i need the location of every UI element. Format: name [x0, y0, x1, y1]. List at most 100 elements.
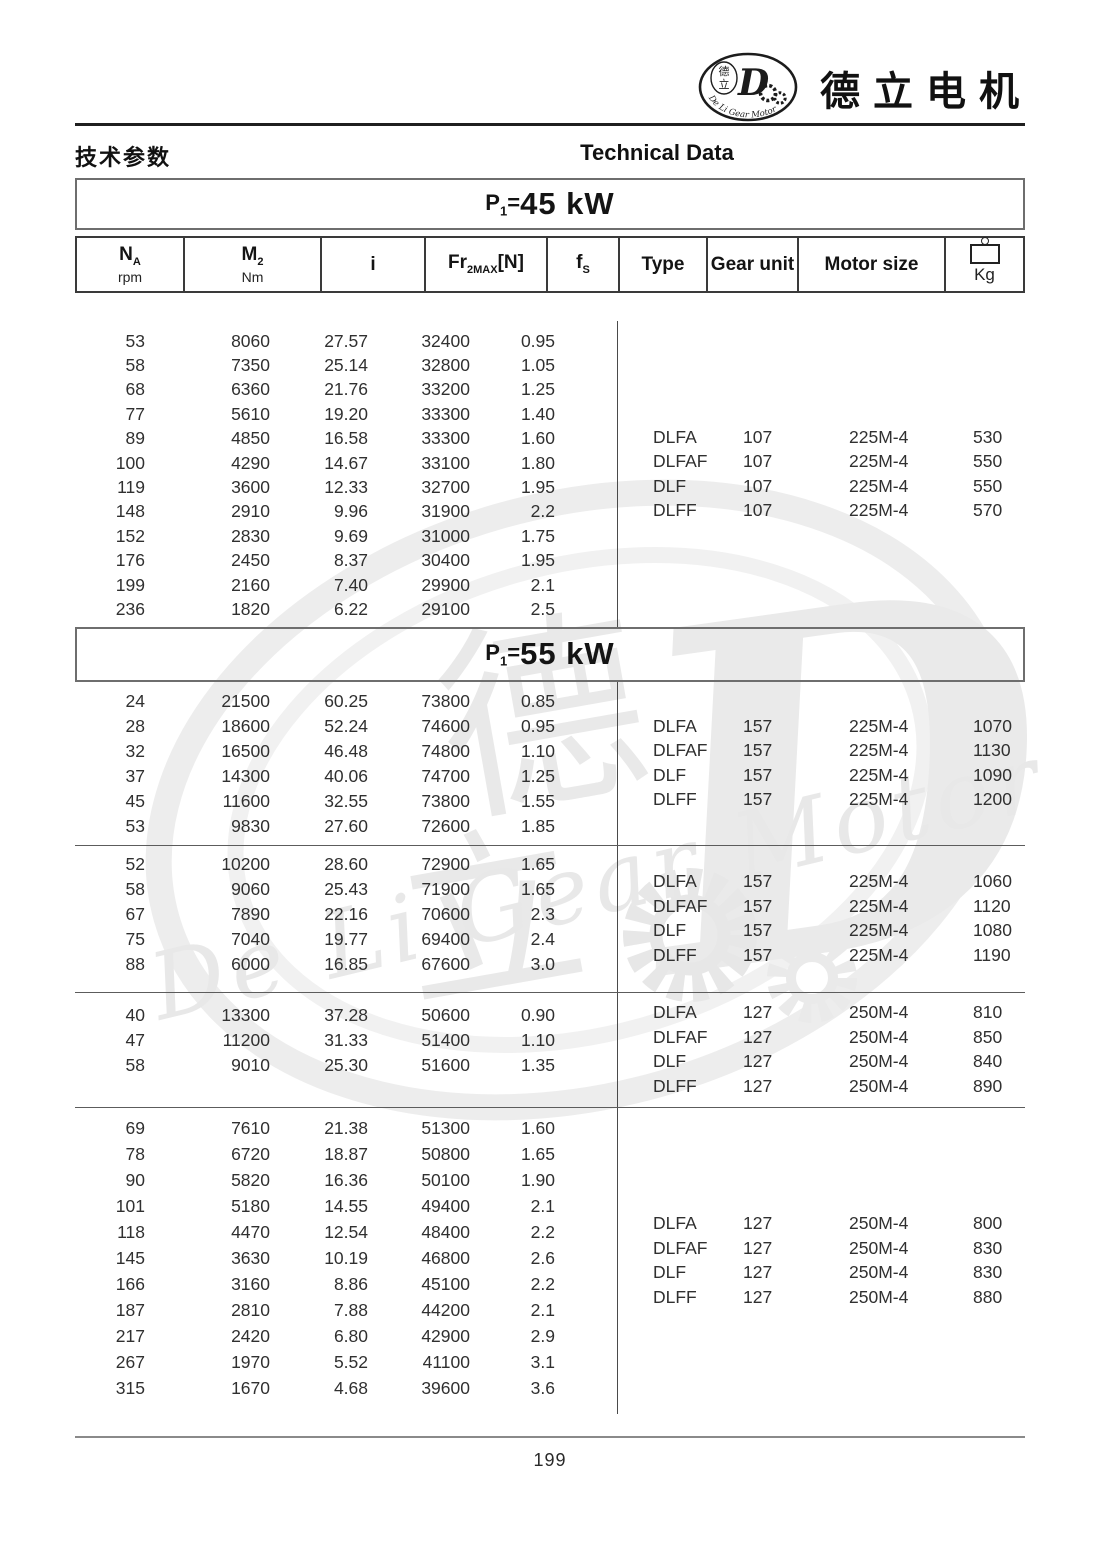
- cell-gear: 107: [743, 451, 773, 472]
- data-block: 53 8060 27.57 32400 0.95 58 7350 25.14 32800 1.05…: [75, 321, 1025, 627]
- cell-type: DLFF: [653, 944, 697, 965]
- cell-i: 9.69: [333, 525, 368, 546]
- cell-type: DLFA: [653, 871, 697, 892]
- cell-i: 60.25: [324, 690, 368, 711]
- variant-row: DLFAF 127 250M-4 830: [618, 1236, 1025, 1261]
- cell-fr: 33300: [421, 428, 470, 449]
- cell-i: 8.86: [333, 1274, 368, 1295]
- table-row: 53 8060 27.57 32400 0.95: [75, 329, 617, 353]
- table-row: 53 9830 27.60 72600 1.85: [75, 814, 617, 839]
- cell-fr: 72600: [421, 815, 470, 836]
- cell-type: DLFA: [653, 426, 697, 447]
- data-block: 69 7610 21.38 51300 1.60 78 6720 18.87 50800 1.65…: [75, 1106, 1025, 1414]
- cell-fr: 33200: [421, 379, 470, 400]
- cell-i: 14.55: [324, 1196, 368, 1217]
- cell-m2: 4850: [231, 428, 270, 449]
- cell-motor: 250M-4: [849, 1213, 909, 1234]
- footer-rule: [75, 1435, 1025, 1439]
- cell-m2: 7890: [231, 903, 270, 924]
- cell-fr: 69400: [421, 928, 470, 949]
- cell-fr: 51400: [421, 1029, 470, 1050]
- table-row: 315 1670 4.68 39600 3.6: [75, 1376, 617, 1402]
- cell-m2: 3600: [231, 477, 270, 498]
- cell-na: 166: [115, 1274, 145, 1295]
- table-row: 166 3160 8.86 45100 2.2: [75, 1272, 617, 1298]
- cell-na: 148: [115, 501, 145, 522]
- cell-fr: 71900: [421, 878, 470, 899]
- table-row: 88 6000 16.85 67600 3.0: [75, 952, 617, 977]
- variant-row: DLFF 107 225M-4 570: [618, 498, 1025, 523]
- cell-fr: 45100: [421, 1274, 470, 1295]
- cell-m2: 14300: [221, 765, 270, 786]
- cell-motor: 225M-4: [849, 740, 909, 761]
- variant-row: DLF 107 225M-4 550: [618, 474, 1025, 499]
- variant-row: DLFF 127 250M-4 880: [618, 1285, 1025, 1310]
- cell-m2: 4470: [231, 1222, 270, 1243]
- brand-logo-icon: 德 立 D De Li Gear Motor: [698, 52, 798, 122]
- cell-motor: 250M-4: [849, 1026, 909, 1047]
- cell-fr: 39600: [421, 1378, 470, 1399]
- col-header-motor-size: Motor size: [797, 238, 944, 291]
- cell-fr: 33300: [421, 403, 470, 424]
- section-title-55kw: P1= 55 kW: [75, 626, 1025, 682]
- cell-kg: 1190: [973, 944, 1011, 965]
- cell-na: 152: [115, 525, 145, 546]
- cell-fs: 1.65: [520, 1144, 555, 1165]
- cell-m2: 7040: [231, 928, 270, 949]
- cell-kg: 830: [973, 1262, 1003, 1283]
- cell-fs: 1.40: [520, 403, 555, 424]
- cell-kg: 1090: [973, 764, 1012, 785]
- cell-fr: 44200: [421, 1300, 470, 1321]
- variant-row: DLFAF 157 225M-4 1130: [618, 739, 1025, 764]
- variant-row: DLFAF 127 250M-4 850: [618, 1025, 1025, 1050]
- cell-i: 37.28: [324, 1004, 368, 1025]
- cell-type: DLFAF: [653, 451, 708, 472]
- cell-fr: 72900: [421, 853, 470, 874]
- cell-i: 21.76: [324, 379, 368, 400]
- cell-fs: 1.85: [520, 815, 555, 836]
- cell-i: 27.60: [324, 815, 368, 836]
- table-row: 89 4850 16.58 33300 1.60: [75, 427, 617, 451]
- cell-fs: 0.85: [520, 690, 555, 711]
- cell-na: 176: [115, 550, 145, 571]
- cell-fr: 50100: [421, 1170, 470, 1191]
- cell-na: 28: [125, 715, 145, 736]
- cell-motor: 225M-4: [849, 451, 909, 472]
- cell-m2: 6000: [231, 953, 270, 974]
- cell-motor: 225M-4: [849, 944, 909, 965]
- cell-fs: 2.1: [530, 1300, 555, 1321]
- cell-gear: 157: [743, 764, 773, 785]
- cell-kg: 550: [973, 475, 1003, 496]
- cell-kg: 810: [973, 1002, 1003, 1023]
- cell-fs: 1.80: [520, 452, 555, 473]
- cell-m2: 5610: [231, 403, 270, 424]
- cell-fs: 2.9: [530, 1326, 555, 1347]
- cell-fs: 3.6: [530, 1378, 555, 1399]
- table-row: 52 10200 28.60 72900 1.65: [75, 852, 617, 877]
- cell-i: 16.85: [324, 953, 368, 974]
- cell-na: 77: [125, 403, 145, 424]
- cell-m2: 2420: [231, 1326, 270, 1347]
- cell-kg: 1060: [973, 871, 1012, 892]
- cell-i: 5.52: [333, 1352, 368, 1373]
- cell-fs: 1.10: [520, 1029, 555, 1050]
- header-rule: [75, 123, 1025, 126]
- cell-kg: 1120: [973, 895, 1011, 916]
- variant-group: DLFA 127 250M-4 800 DLFAF 127 250M-4 830 DLF 127 2…: [617, 1107, 1025, 1414]
- cell-fr: 49400: [421, 1196, 470, 1217]
- cell-gear: 157: [743, 920, 773, 941]
- table-row: 118 4470 12.54 48400 2.2: [75, 1220, 617, 1246]
- cell-fs: 2.4: [530, 928, 555, 949]
- cell-motor: 225M-4: [849, 475, 909, 496]
- cell-fr: 29100: [421, 598, 470, 619]
- cell-fr: 29900: [421, 574, 470, 595]
- cell-fs: 1.60: [520, 428, 555, 449]
- cell-i: 19.20: [324, 403, 368, 424]
- cell-motor: 250M-4: [849, 1002, 909, 1023]
- table-row: 77 5610 19.20 33300 1.40: [75, 402, 617, 426]
- cell-i: 10.19: [324, 1248, 368, 1269]
- cell-kg: 1200: [973, 789, 1012, 810]
- cell-fs: 0.95: [520, 330, 555, 351]
- cell-gear: 157: [743, 789, 773, 810]
- cell-na: 58: [125, 1054, 145, 1075]
